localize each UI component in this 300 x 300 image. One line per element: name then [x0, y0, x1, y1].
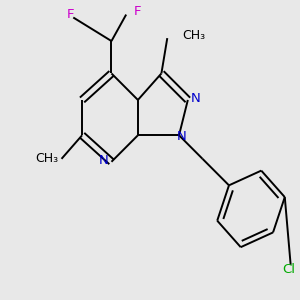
Text: N: N: [99, 154, 109, 167]
Text: F: F: [67, 8, 74, 21]
Text: F: F: [134, 5, 142, 18]
Text: N: N: [190, 92, 200, 105]
Text: CH₃: CH₃: [35, 152, 58, 165]
Text: N: N: [177, 130, 187, 143]
Text: Cl: Cl: [283, 263, 296, 276]
Text: CH₃: CH₃: [182, 29, 205, 42]
